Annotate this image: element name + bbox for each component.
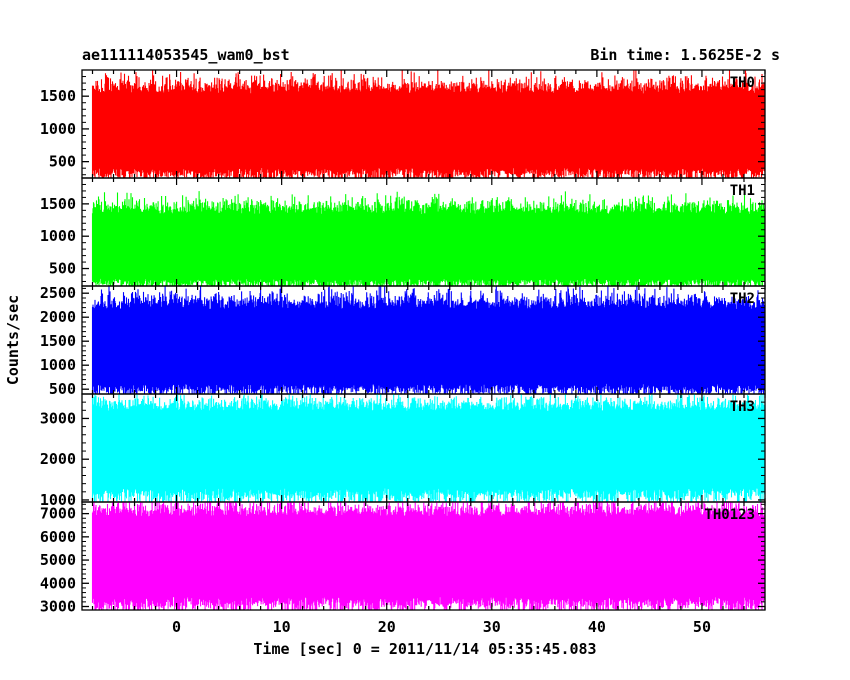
x-tick-label: 0 xyxy=(172,618,181,636)
panel-label: TH2 xyxy=(730,291,755,307)
y-tick-label: 500 xyxy=(49,153,76,171)
x-tick-label: 40 xyxy=(588,618,606,636)
y-axis-label: Counts/sec xyxy=(4,295,22,385)
y-tick-label: 1500 xyxy=(40,195,76,213)
x-tick-label: 50 xyxy=(693,618,711,636)
y-tick-label: 500 xyxy=(49,260,76,278)
panel-frame xyxy=(81,501,766,611)
x-tick-label: 30 xyxy=(483,618,501,636)
y-tick-label: 7000 xyxy=(40,505,76,523)
y-tick-label: 2500 xyxy=(40,284,76,302)
series-th0123 xyxy=(91,502,765,610)
panel-label: TH1 xyxy=(730,183,755,199)
panel-label: TH0 xyxy=(730,75,755,91)
panel-th2: 500 1000 1500 2000 2500 TH2 xyxy=(40,284,766,398)
y-tick-label: 4000 xyxy=(40,574,76,592)
y-tick-label: 1500 xyxy=(40,332,76,350)
panel-th3: 1000 2000 3000 TH3 xyxy=(40,393,766,509)
x-axis: 0 10 20 30 40 50 xyxy=(172,618,711,636)
panel-th0123: 3000 4000 5000 6000 7000 TH0123 xyxy=(40,501,766,616)
y-tick-label: 1000 xyxy=(40,120,76,138)
panel-label: TH3 xyxy=(730,399,755,415)
panel-label: TH0123 xyxy=(704,507,755,523)
series-th0 xyxy=(91,70,765,178)
chart-title: ae111114053545_wam0_bst xyxy=(82,46,290,64)
series-th1 xyxy=(91,191,765,286)
y-tick-label: 6000 xyxy=(40,528,76,546)
bin-time-label: Bin time: 1.5625E-2 s xyxy=(590,46,780,64)
panel-th1: 500 1000 1500 TH1 xyxy=(40,177,766,287)
panels-group: 500 1000 1500 TH0 500 1000 1500 TH1 500 1000 1500 2… xyxy=(40,69,766,616)
y-tick-label: 500 xyxy=(49,380,76,398)
x-tick-label: 10 xyxy=(273,618,291,636)
series-th3 xyxy=(91,394,765,502)
y-tick-label: 2000 xyxy=(40,450,76,468)
y-tick-label: 1000 xyxy=(40,491,76,509)
y-tick-label: 2000 xyxy=(40,308,76,326)
y-tick-label: 1500 xyxy=(40,87,76,105)
y-tick-label: 3000 xyxy=(40,598,76,616)
y-tick-label: 1000 xyxy=(40,356,76,374)
y-tick-label: 5000 xyxy=(40,551,76,569)
y-tick-label: 3000 xyxy=(40,409,76,427)
series-th2 xyxy=(91,286,765,394)
y-tick-label: 1000 xyxy=(40,227,76,245)
panel-th0: 500 1000 1500 TH0 xyxy=(40,69,766,179)
x-axis-label: Time [sec] 0 = 2011/11/14 05:35:45.083 xyxy=(253,640,596,658)
x-tick-label: 20 xyxy=(378,618,396,636)
